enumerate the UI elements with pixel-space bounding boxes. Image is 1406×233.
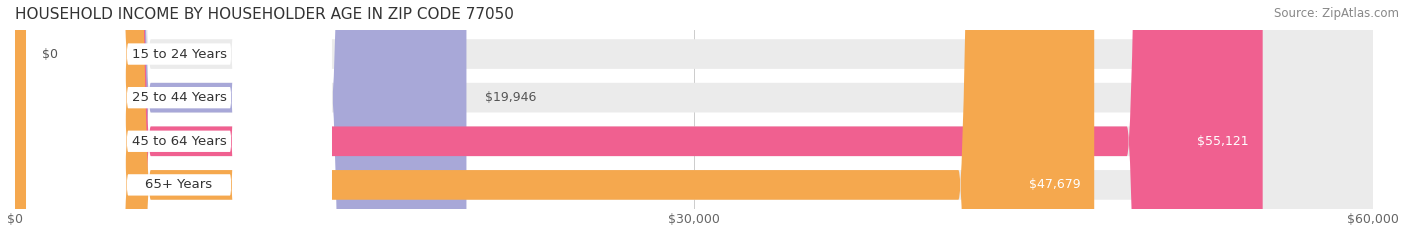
- Text: 45 to 64 Years: 45 to 64 Years: [132, 135, 226, 148]
- Text: $0: $0: [42, 48, 58, 61]
- FancyBboxPatch shape: [15, 0, 467, 233]
- Text: 65+ Years: 65+ Years: [145, 178, 212, 191]
- FancyBboxPatch shape: [27, 0, 332, 233]
- FancyBboxPatch shape: [15, 0, 1374, 233]
- Text: Source: ZipAtlas.com: Source: ZipAtlas.com: [1274, 7, 1399, 20]
- FancyBboxPatch shape: [27, 0, 332, 233]
- FancyBboxPatch shape: [27, 0, 332, 233]
- FancyBboxPatch shape: [15, 0, 1263, 233]
- Text: $47,679: $47,679: [1029, 178, 1081, 191]
- Text: 15 to 24 Years: 15 to 24 Years: [132, 48, 226, 61]
- FancyBboxPatch shape: [15, 0, 1094, 233]
- FancyBboxPatch shape: [27, 0, 332, 233]
- FancyBboxPatch shape: [15, 0, 1374, 233]
- Text: $55,121: $55,121: [1198, 135, 1249, 148]
- Text: HOUSEHOLD INCOME BY HOUSEHOLDER AGE IN ZIP CODE 77050: HOUSEHOLD INCOME BY HOUSEHOLDER AGE IN Z…: [15, 7, 513, 22]
- FancyBboxPatch shape: [15, 0, 1374, 233]
- Text: 25 to 44 Years: 25 to 44 Years: [132, 91, 226, 104]
- Text: $19,946: $19,946: [485, 91, 536, 104]
- FancyBboxPatch shape: [15, 0, 1374, 233]
